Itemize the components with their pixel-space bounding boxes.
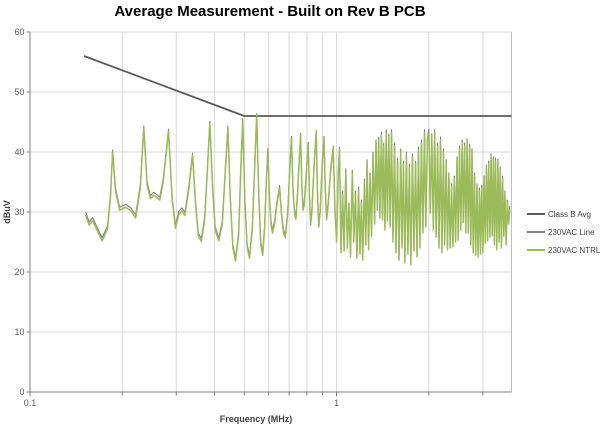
y-tick-label: 20 — [14, 267, 24, 277]
legend-label: Class B Avg — [548, 209, 591, 219]
y-tick-label: 50 — [14, 87, 24, 97]
x-tick-label: 1 — [334, 398, 339, 408]
legend-item: 230VAC Line — [527, 223, 600, 241]
legend-line-sample — [527, 213, 545, 215]
y-tick-label: 60 — [14, 27, 24, 37]
legend-line-sample — [527, 249, 545, 251]
y-tick-label: 10 — [14, 327, 24, 337]
legend-label: 230VAC Line — [548, 227, 595, 237]
legend-label: 230VAC NTRL — [548, 245, 600, 255]
chart-title: Average Measurement - Built on Rev B PCB — [114, 3, 426, 20]
series-230vac-ntrl — [84, 114, 511, 266]
y-tick-label: 30 — [14, 207, 24, 217]
legend: Class B Avg 230VAC Line 230VAC NTRL — [527, 205, 600, 259]
y-tick-label: 0 — [19, 387, 24, 397]
legend-item: Class B Avg — [527, 205, 600, 223]
legend-item: 230VAC NTRL — [527, 241, 600, 259]
legend-line-sample — [527, 231, 545, 233]
x-axis-title: Frequency (MHz) — [219, 414, 293, 424]
series-class-b-avg — [83, 55, 512, 117]
y-axis-title: dBuV — [2, 200, 12, 224]
x-tick-label: 0.1 — [24, 398, 37, 408]
y-tick-label: 40 — [14, 147, 24, 157]
